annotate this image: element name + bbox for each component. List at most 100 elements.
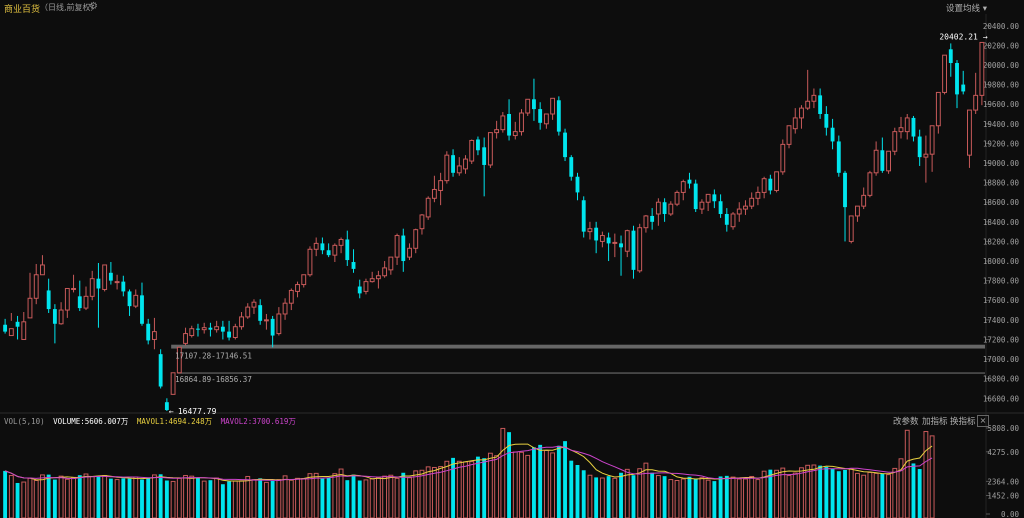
candle[interactable]	[133, 289, 139, 309]
candle[interactable]	[482, 137, 487, 197]
set-ma-button[interactable]: 设置均线 ▾	[946, 4, 987, 14]
candle[interactable]	[407, 243, 412, 261]
candle[interactable]	[898, 116, 904, 139]
candle[interactable]	[357, 279, 362, 299]
volume-bar[interactable]	[345, 480, 350, 518]
candle[interactable]	[786, 125, 792, 149]
volume-bar[interactable]	[724, 475, 729, 518]
volume-bar[interactable]	[164, 480, 169, 518]
candle[interactable]	[512, 121, 518, 140]
add-indicator-button[interactable]: 加指标	[922, 417, 948, 427]
candle[interactable]	[189, 325, 195, 338]
volume-bar[interactable]	[114, 479, 120, 518]
candle[interactable]	[655, 198, 661, 226]
volume-bar[interactable]	[58, 475, 64, 518]
candle[interactable]	[500, 112, 506, 133]
candle[interactable]	[519, 109, 524, 136]
volume-bar[interactable]	[276, 479, 282, 518]
candle[interactable]	[21, 312, 27, 340]
volume-bar[interactable]	[594, 477, 599, 518]
volume-bar[interactable]	[127, 478, 132, 518]
candle[interactable]	[251, 299, 257, 314]
volume-bar[interactable]	[3, 470, 8, 518]
volume-bar[interactable]	[655, 475, 661, 518]
volume-bar[interactable]	[880, 473, 885, 518]
volume-bar[interactable]	[923, 431, 929, 518]
volume-bar[interactable]	[288, 479, 294, 518]
candle[interactable]	[761, 176, 767, 199]
volume-bar[interactable]	[332, 473, 338, 518]
candle[interactable]	[705, 193, 711, 212]
volume-bar[interactable]	[705, 479, 711, 518]
candle[interactable]	[550, 97, 556, 120]
candle[interactable]	[301, 274, 307, 288]
candle[interactable]	[263, 313, 269, 330]
volume-bar[interactable]	[693, 478, 698, 518]
candle[interactable]	[463, 155, 468, 174]
candle[interactable]	[948, 43, 953, 77]
volume-bar[interactable]	[643, 462, 649, 518]
volume-bar[interactable]	[476, 456, 480, 518]
volume-bar[interactable]	[96, 476, 101, 518]
volume-bar[interactable]	[388, 474, 394, 518]
volume-bar[interactable]	[811, 464, 817, 518]
candle[interactable]	[768, 174, 773, 195]
candle[interactable]	[196, 323, 200, 337]
candle[interactable]	[345, 230, 350, 266]
candle[interactable]	[469, 139, 475, 164]
candle[interactable]	[232, 323, 238, 340]
volume-bar[interactable]	[419, 469, 425, 518]
candle[interactable]	[307, 246, 313, 277]
volume-bar[interactable]	[774, 469, 780, 518]
volume-bar[interactable]	[581, 470, 586, 518]
candle[interactable]	[351, 249, 356, 273]
volume-bar[interactable]	[208, 480, 213, 518]
volume-bar[interactable]	[668, 479, 674, 518]
volume-bar[interactable]	[487, 452, 493, 518]
candle[interactable]	[227, 320, 232, 341]
volume-bar[interactable]	[482, 458, 487, 518]
candle[interactable]	[258, 299, 263, 325]
volume-bar[interactable]	[52, 479, 57, 518]
edit-params-button[interactable]: 改参数	[893, 417, 919, 427]
volume-bar[interactable]	[494, 455, 500, 518]
volume-bar[interactable]	[556, 445, 561, 518]
candle[interactable]	[15, 315, 20, 340]
candle[interactable]	[774, 171, 780, 193]
candle[interactable]	[917, 129, 922, 166]
candle[interactable]	[170, 372, 176, 395]
candle[interactable]	[749, 192, 755, 210]
volume-bar[interactable]	[818, 465, 823, 518]
candle[interactable]	[46, 278, 51, 313]
volume-bar[interactable]	[550, 452, 556, 518]
volume-bar[interactable]	[718, 476, 723, 518]
candle[interactable]	[102, 264, 108, 292]
volume-bar[interactable]	[674, 480, 680, 518]
volume-bar[interactable]	[736, 478, 742, 518]
volume-bar[interactable]	[232, 480, 238, 518]
volume-bar[interactable]	[786, 475, 792, 518]
candle[interactable]	[886, 150, 891, 174]
candle[interactable]	[848, 215, 854, 244]
candle[interactable]	[575, 172, 580, 201]
volume-bar[interactable]	[587, 474, 593, 518]
volume-bar[interactable]	[320, 478, 325, 518]
candle[interactable]	[176, 346, 182, 374]
candle[interactable]	[830, 118, 835, 150]
volume-bar[interactable]	[861, 474, 867, 518]
volume-bar[interactable]	[33, 480, 39, 518]
volume-bar[interactable]	[500, 427, 506, 518]
candle[interactable]	[967, 109, 972, 168]
candle[interactable]	[164, 398, 169, 412]
volume-bar[interactable]	[407, 477, 412, 518]
gear-icon[interactable]: ⚙	[89, 1, 98, 12]
volume-bar[interactable]	[824, 466, 829, 518]
volume-bar[interactable]	[401, 472, 406, 518]
candle[interactable]	[805, 69, 811, 111]
volume-bar[interactable]	[873, 472, 879, 518]
volume-bar[interactable]	[176, 477, 182, 518]
candle[interactable]	[114, 274, 120, 290]
candle[interactable]	[594, 221, 599, 254]
candle[interactable]	[824, 106, 829, 136]
volume-bars[interactable]	[3, 427, 935, 518]
